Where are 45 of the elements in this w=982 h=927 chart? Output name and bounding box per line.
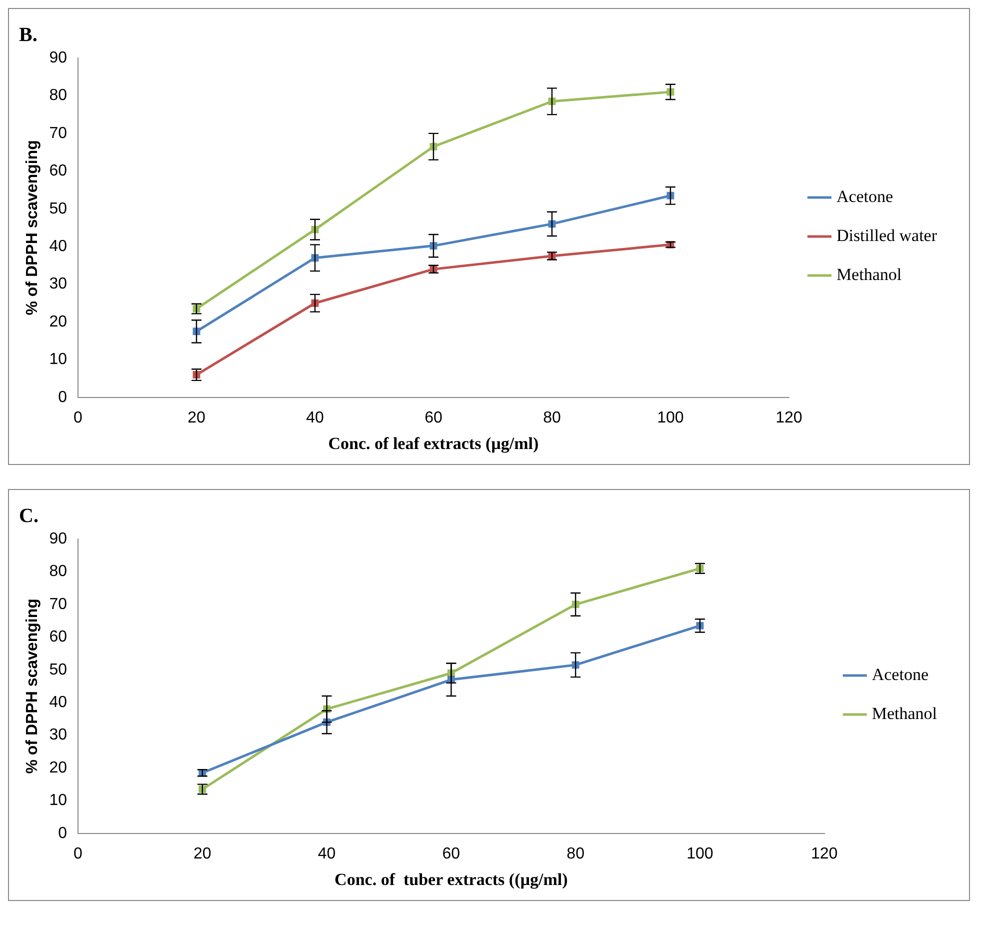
- x-tick-label: 60: [442, 845, 460, 862]
- legend-label: Acetone: [836, 186, 894, 206]
- y-tick-label: 60: [49, 162, 68, 180]
- y-tick-label: 0: [58, 824, 68, 842]
- x-tick-label: 40: [318, 845, 336, 862]
- y-tick-label: 80: [49, 87, 68, 104]
- legend-label: Distilled water: [836, 226, 938, 245]
- x-tick-label: 0: [74, 409, 83, 426]
- y-tick-label: 60: [49, 628, 68, 646]
- x-axis-title: Conc. of tuber extracts ((µg/ml): [334, 870, 568, 890]
- y-tick-label: 40: [49, 694, 68, 711]
- y-tick-label: 50: [49, 200, 68, 218]
- y-tick-label: 20: [49, 759, 68, 776]
- legend-label: Methanol: [872, 704, 938, 723]
- y-axis-title: % of DPPH scavenging: [24, 598, 42, 774]
- y-tick-label: 50: [49, 661, 68, 678]
- chart-title: C.: [19, 505, 38, 528]
- y-tick-label: 30: [49, 726, 68, 744]
- y-axis-title: % of DPPH scavenging: [24, 140, 42, 316]
- x-tick-label: 80: [543, 409, 561, 426]
- x-tick-label: 100: [686, 845, 714, 862]
- x-tick-label: 0: [74, 845, 83, 862]
- legend-label: Acetone: [872, 664, 928, 684]
- y-tick-label: 0: [58, 388, 68, 406]
- x-tick-label: 120: [776, 409, 802, 426]
- x-tick-label: 60: [424, 409, 442, 426]
- y-tick-label: 90: [49, 49, 68, 66]
- y-tick-label: 80: [49, 563, 68, 580]
- x-tick-label: 80: [566, 845, 585, 862]
- y-tick-label: 30: [49, 276, 68, 293]
- x-tick-label: 120: [810, 845, 838, 862]
- x-tick-label: 40: [306, 409, 324, 426]
- legend-label: Methanol: [836, 264, 902, 284]
- y-tick-label: 10: [49, 792, 68, 810]
- y-tick-label: 40: [49, 238, 68, 255]
- x-axis-title: Conc. of leaf extracts (µg/ml): [328, 434, 539, 454]
- x-tick-label: 20: [188, 409, 206, 426]
- y-tick-label: 20: [49, 313, 68, 330]
- y-tick-label: 70: [49, 596, 68, 613]
- y-tick-label: 90: [49, 530, 68, 548]
- x-tick-label: 20: [193, 845, 212, 862]
- y-tick-label: 70: [49, 124, 68, 142]
- x-tick-label: 100: [657, 409, 684, 426]
- y-tick-label: 10: [49, 351, 68, 368]
- chart-title: B.: [19, 24, 38, 46]
